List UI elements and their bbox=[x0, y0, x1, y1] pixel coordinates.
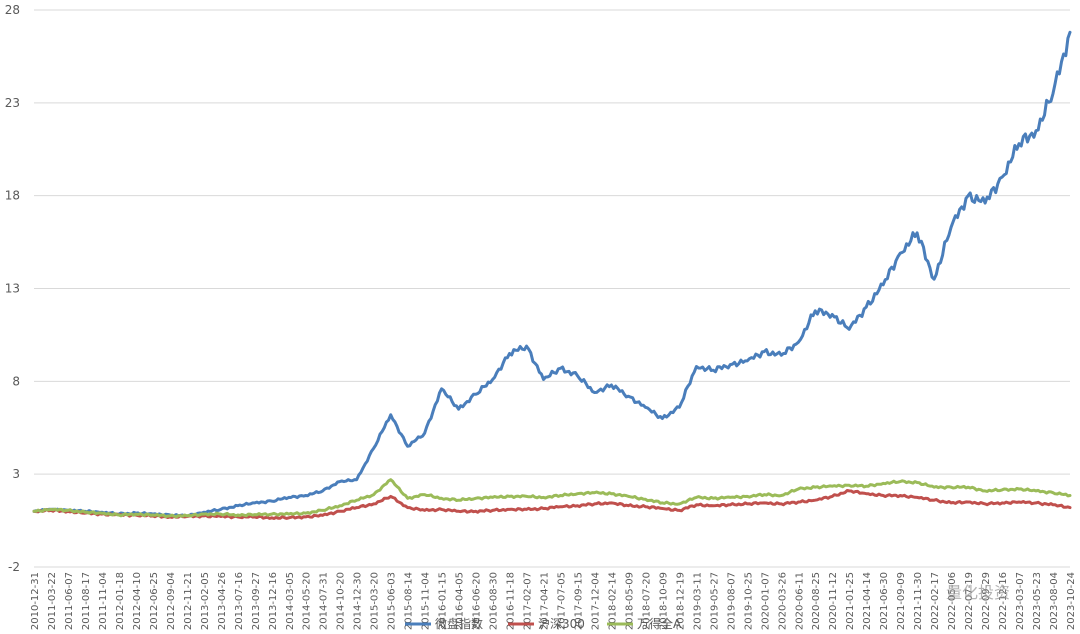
x-tick-label: 2023-05-23 bbox=[1032, 572, 1043, 630]
x-tick-label: 2018-05-09 bbox=[624, 572, 635, 630]
x-tick-label: 2022-12-16 bbox=[998, 572, 1009, 630]
x-tick-label: 2022-05-06 bbox=[947, 572, 958, 630]
x-tick-label: 2014-10-20 bbox=[336, 572, 347, 630]
legend-label: 万得全A bbox=[637, 616, 682, 631]
x-tick-label: 2014-05-20 bbox=[302, 572, 313, 630]
x-tick-label: 2016-11-18 bbox=[506, 572, 517, 630]
x-tick-label: 2013-04-26 bbox=[217, 572, 228, 630]
y-tick-label: 23 bbox=[5, 96, 20, 110]
x-tick-label: 2023-08-04 bbox=[1049, 572, 1060, 630]
watermark-text: 量化投资 bbox=[946, 583, 1010, 602]
x-tick-label: 2017-02-07 bbox=[523, 572, 534, 630]
x-tick-label: 2010-12-31 bbox=[30, 572, 41, 630]
x-tick-label: 2013-12-16 bbox=[268, 572, 279, 630]
x-tick-label: 2020-08-25 bbox=[811, 572, 822, 630]
x-tick-label: 2012-09-04 bbox=[166, 572, 177, 630]
y-tick-label: 3 bbox=[12, 467, 20, 481]
x-tick-label: 2017-07-05 bbox=[556, 572, 567, 630]
x-tick-label: 2018-07-20 bbox=[641, 572, 652, 630]
x-tick-label: 2022-07-19 bbox=[964, 572, 975, 630]
x-tick-label: 2016-08-30 bbox=[489, 572, 500, 630]
x-tick-label: 2018-02-14 bbox=[607, 572, 618, 630]
x-tick-label: 2019-05-27 bbox=[709, 572, 720, 630]
x-tick-label: 2021-06-30 bbox=[879, 572, 890, 630]
y-tick-label: 18 bbox=[5, 189, 20, 203]
x-tick-label: 2016-06-20 bbox=[472, 572, 483, 630]
x-tick-label: 2020-03-26 bbox=[777, 572, 788, 630]
x-tick-label: 2017-12-04 bbox=[590, 572, 601, 630]
x-tick-label: 2021-01-25 bbox=[845, 572, 856, 630]
x-tick-label: 2018-10-09 bbox=[658, 572, 669, 630]
x-tick-label: 2015-06-03 bbox=[387, 572, 398, 630]
x-tick-label: 2012-01-18 bbox=[115, 572, 126, 630]
x-tick-label: 2019-08-07 bbox=[726, 572, 737, 630]
y-tick-label: -2 bbox=[8, 560, 20, 574]
watermark: 量化投资 bbox=[946, 583, 1010, 602]
x-tick-label: 2012-11-21 bbox=[183, 572, 194, 630]
x-tick-label: 2014-07-31 bbox=[319, 572, 330, 630]
series-line bbox=[32, 30, 1072, 519]
y-tick-label: 13 bbox=[5, 282, 20, 296]
x-tick-label: 2015-03-20 bbox=[370, 572, 381, 630]
x-tick-label: 2016-04-05 bbox=[455, 572, 466, 630]
x-tick-label: 2011-06-07 bbox=[64, 572, 75, 630]
x-tick-label: 2012-06-25 bbox=[149, 572, 160, 630]
x-tick-label: 2021-11-30 bbox=[913, 572, 924, 630]
x-tick-label: 2017-09-15 bbox=[573, 572, 584, 630]
series-lines bbox=[32, 30, 1072, 520]
x-tick-label: 2020-01-07 bbox=[760, 572, 771, 630]
x-tick-label: 2011-11-04 bbox=[98, 572, 109, 630]
x-tick-label: 2014-12-30 bbox=[353, 572, 364, 630]
x-tick-label: 2017-04-21 bbox=[540, 572, 551, 630]
legend: 微盘指数 沪深300 万得全A bbox=[405, 616, 682, 631]
x-tick-label: 2015-08-14 bbox=[404, 572, 415, 630]
x-tick-label: 2011-03-22 bbox=[47, 572, 58, 630]
legend-label: 微盘指数 bbox=[435, 616, 483, 631]
x-tick-label: 2023-10-24 bbox=[1066, 572, 1077, 630]
x-tick-label: 2020-06-11 bbox=[794, 572, 805, 630]
legend-label: 沪深300 bbox=[538, 617, 585, 631]
x-tick-label: 2011-08-17 bbox=[81, 572, 92, 630]
y-axis-ticks: -2 3 8 13 18 23 28 bbox=[5, 3, 20, 574]
x-tick-label: 2022-02-17 bbox=[930, 572, 941, 630]
gridlines bbox=[34, 9, 1070, 568]
x-axis-ticks: 2010-12-31 2011-03-22 2011-06-07 2011-08-17… bbox=[30, 572, 1077, 630]
x-tick-label: 2014-03-05 bbox=[285, 572, 296, 630]
x-tick-label: 2013-02-05 bbox=[200, 572, 211, 630]
x-tick-label: 2012-04-10 bbox=[132, 572, 143, 630]
x-tick-label: 2021-04-14 bbox=[862, 572, 873, 630]
series-line bbox=[32, 478, 1072, 519]
x-tick-label: 2013-09-27 bbox=[251, 572, 262, 630]
x-tick-label: 2015-11-04 bbox=[421, 572, 432, 630]
x-tick-label: 2019-10-25 bbox=[743, 572, 754, 630]
x-tick-label: 2023-03-07 bbox=[1015, 572, 1026, 630]
x-tick-label: 2022-09-29 bbox=[981, 572, 992, 630]
x-tick-label: 2018-12-19 bbox=[675, 572, 686, 630]
x-tick-label: 2019-03-11 bbox=[692, 572, 703, 630]
x-tick-label: 2020-11-12 bbox=[828, 572, 839, 630]
x-tick-label: 2021-09-09 bbox=[896, 572, 907, 630]
x-tick-label: 2016-01-15 bbox=[438, 572, 449, 630]
x-tick-label: 2013-07-16 bbox=[234, 572, 245, 630]
y-tick-label: 28 bbox=[5, 3, 20, 17]
y-tick-label: 8 bbox=[12, 374, 20, 388]
